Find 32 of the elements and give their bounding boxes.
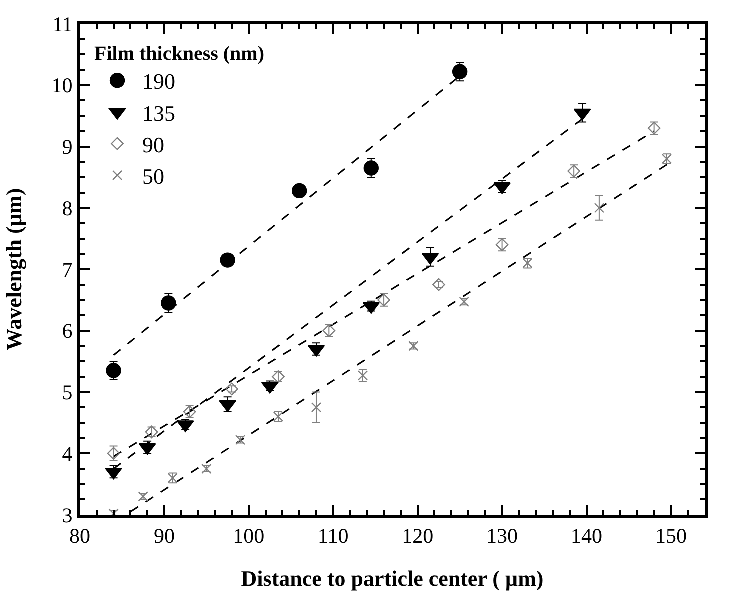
point [452, 64, 468, 80]
legend-title: Film thickness (nm) [94, 42, 264, 65]
x-axis-title: Distance to particle center ( µm) [241, 566, 544, 592]
y-tick-label: 7 [62, 258, 73, 282]
x-tick-label: 130 [486, 524, 518, 548]
legend-label: 50 [142, 164, 164, 189]
point [106, 363, 122, 378]
y-tick-label: 6 [62, 319, 73, 344]
x-tick-label: 150 [655, 524, 687, 548]
point [364, 160, 379, 176]
y-axis-title: Wavelength (µm) [2, 188, 27, 351]
point [226, 382, 238, 396]
y-tick-label: 9 [62, 135, 73, 160]
point [311, 402, 322, 413]
point [220, 252, 236, 268]
point [292, 183, 308, 199]
x-tick-label: 140 [571, 524, 603, 548]
point [432, 278, 446, 292]
x-tick-label: 100 [233, 524, 265, 548]
point [161, 296, 176, 311]
legend-label: 190 [142, 69, 176, 94]
x-tick-label: 90 [154, 524, 175, 548]
y-tick-label: 5 [62, 380, 73, 405]
y-tick-label: 4 [62, 442, 74, 466]
y-tick-label: 10 [52, 74, 73, 98]
y-tick-label: 8 [62, 196, 73, 220]
x-tick-label: 110 [318, 524, 349, 548]
point [594, 203, 605, 214]
y-tick-label: 11 [52, 12, 73, 36]
legend-label: 135 [142, 100, 176, 126]
x-tick-label: 120 [402, 524, 434, 548]
legend-label: 90 [142, 132, 164, 158]
